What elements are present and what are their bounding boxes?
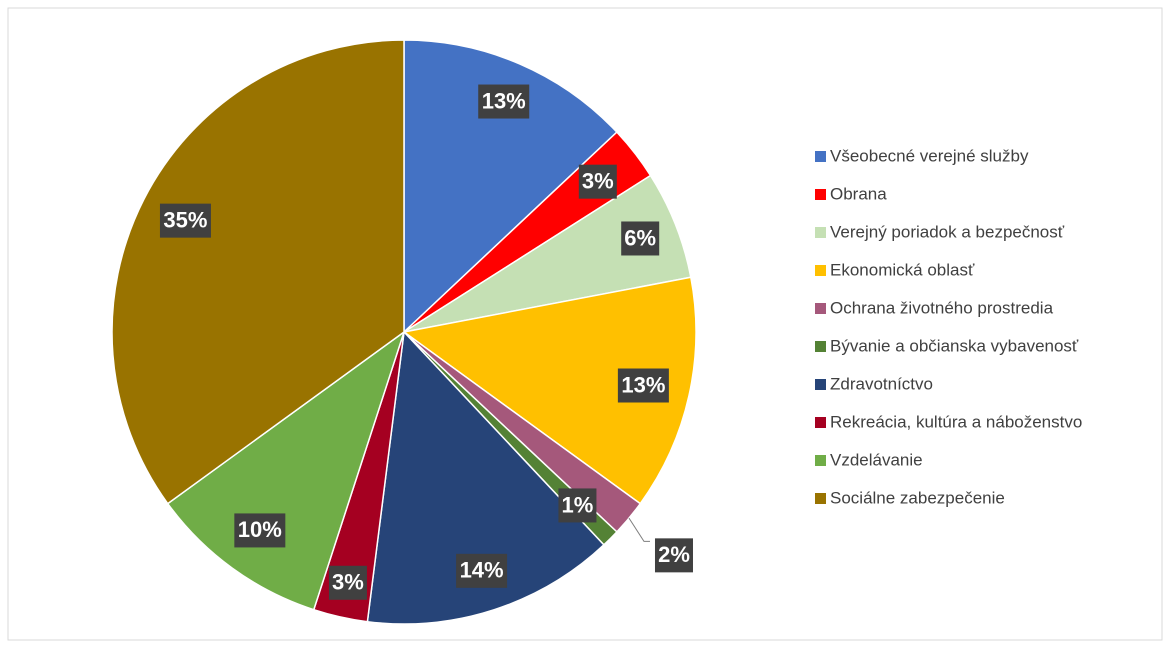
data-label: 3% <box>332 570 364 595</box>
data-label-box <box>617 368 669 403</box>
data-label-box <box>328 565 367 600</box>
legend-label: Ekonomická oblasť <box>830 260 975 279</box>
data-label: 1% <box>562 492 594 517</box>
data-label-box <box>478 84 530 119</box>
data-label-box <box>456 553 508 588</box>
data-label-box <box>578 164 617 199</box>
leader-line <box>628 517 650 542</box>
legend-label: Všeobecné verejné služby <box>830 146 1029 165</box>
legend-label: Sociálne zabezpečenie <box>830 488 1005 507</box>
legend-swatch <box>815 493 826 504</box>
legend-label: Vzdelávanie <box>830 450 923 469</box>
pie-slice <box>166 330 406 611</box>
legend-label: Rekreácia, kultúra a náboženstvo <box>830 412 1082 431</box>
legend-swatch <box>815 379 826 390</box>
data-label-box <box>654 538 693 573</box>
data-label: 10% <box>238 517 282 542</box>
data-label-box <box>159 203 211 238</box>
data-label: 14% <box>460 558 504 583</box>
data-label: 13% <box>482 88 526 113</box>
data-label-box <box>621 221 660 256</box>
legend-swatch <box>815 151 826 162</box>
legend-label: Bývanie a občianska vybavenosť <box>830 336 1079 355</box>
pie-slice <box>111 39 405 505</box>
data-label: 13% <box>621 372 665 397</box>
pie-slice <box>403 39 618 334</box>
legend-label: Obrana <box>830 184 887 203</box>
data-label-box <box>558 488 597 523</box>
pie-slice <box>366 330 605 625</box>
legend-swatch <box>815 265 826 276</box>
legend-swatch <box>815 341 826 352</box>
legend-label: Zdravotníctvo <box>830 374 933 393</box>
legend-swatch <box>815 227 826 238</box>
legend-swatch <box>815 189 826 200</box>
legend-label: Verejný poriadok a bezpečnosť <box>830 222 1065 241</box>
legend-swatch <box>815 455 826 466</box>
data-label: 3% <box>582 168 614 193</box>
pie-slice <box>402 276 697 505</box>
data-label: 2% <box>658 542 690 567</box>
legend-swatch <box>815 303 826 314</box>
legend-label: Ochrana životného prostredia <box>830 298 1054 317</box>
data-label: 35% <box>163 207 207 232</box>
data-label: 6% <box>624 225 656 250</box>
legend-swatch <box>815 417 826 428</box>
data-label-box <box>234 513 286 548</box>
